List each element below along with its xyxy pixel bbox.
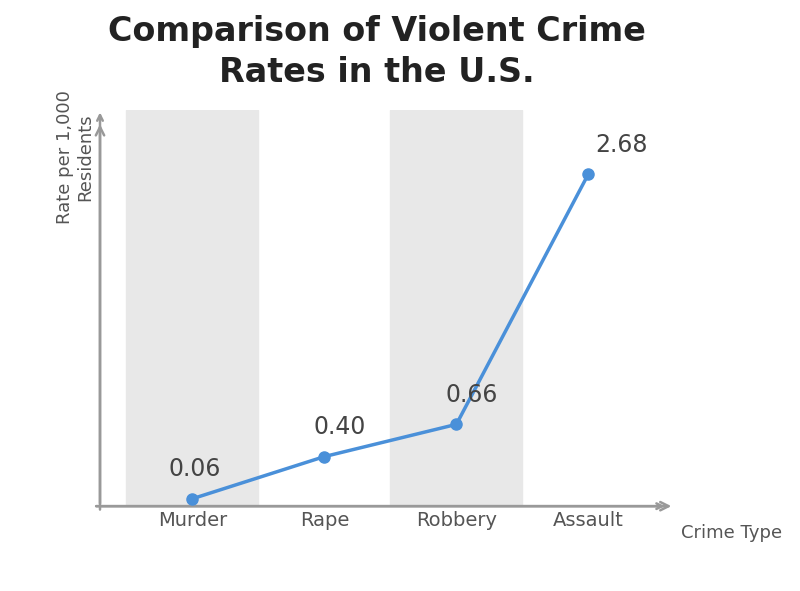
Bar [390,109,522,506]
Y-axis label: Rate per 1,000
Residents: Rate per 1,000 Residents [56,90,94,224]
Text: 0.40: 0.40 [314,415,366,439]
Title: Comparison of Violent Crime
Rates in the U.S.: Comparison of Violent Crime Rates in the… [108,15,646,89]
Text: Crime Type: Crime Type [681,524,782,543]
Text: 0.06: 0.06 [169,457,221,482]
Bar [126,109,258,506]
Text: 0.66: 0.66 [446,383,498,407]
Text: 2.68: 2.68 [595,133,647,157]
